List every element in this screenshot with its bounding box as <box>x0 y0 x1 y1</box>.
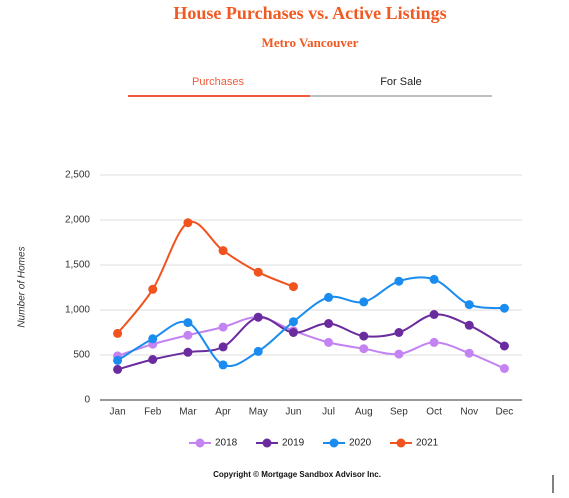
data-point <box>464 320 474 330</box>
data-point <box>394 349 404 359</box>
data-point <box>499 341 509 351</box>
data-point <box>288 282 298 292</box>
data-point <box>253 346 263 356</box>
data-point <box>113 364 123 374</box>
legend-label: 2020 <box>349 438 372 449</box>
data-point <box>148 334 158 344</box>
chart-title: House Purchases vs. Active Listings <box>173 3 446 23</box>
x-tick-label: Nov <box>460 407 478 418</box>
series-line <box>117 316 505 370</box>
data-point <box>218 246 228 256</box>
data-point <box>499 364 509 373</box>
y-tick-label: 2,500 <box>65 170 90 181</box>
tab-purchases[interactable]: Purchases <box>192 76 244 88</box>
legend-label: 2019 <box>282 438 305 449</box>
legend-marker <box>329 438 339 448</box>
data-point <box>148 355 158 364</box>
data-point <box>359 331 369 341</box>
y-axis-label: Number of Homes <box>17 246 28 327</box>
series-line <box>117 276 505 367</box>
data-point <box>113 355 123 365</box>
series-line <box>116 220 294 335</box>
x-tick-label: Jul <box>322 407 335 418</box>
y-tick-label: 500 <box>73 350 90 361</box>
y-tick-label: 0 <box>84 395 90 406</box>
legend-marker <box>396 438 406 448</box>
x-tick-label: Mar <box>179 407 197 418</box>
data-point <box>359 344 369 354</box>
x-tick-label: Jun <box>285 407 301 418</box>
data-point <box>288 328 298 337</box>
chart-subtitle: Metro Vancouver <box>262 35 359 50</box>
x-tick-label: Oct <box>426 407 442 418</box>
data-point <box>113 328 123 338</box>
data-point <box>324 319 334 328</box>
data-point <box>324 337 334 347</box>
x-tick-label: Feb <box>144 407 162 418</box>
data-point <box>324 292 334 302</box>
x-tick-label: Jan <box>110 407 126 418</box>
data-point <box>464 348 474 358</box>
data-point <box>394 328 404 337</box>
data-point <box>429 337 439 347</box>
data-point <box>394 276 404 286</box>
data-point <box>464 300 474 310</box>
legend-marker <box>195 438 205 448</box>
series-line <box>117 313 505 371</box>
legend-label: 2021 <box>416 438 439 449</box>
data-point <box>429 274 439 284</box>
data-point <box>148 284 158 294</box>
legend-label: 2018 <box>215 438 238 449</box>
data-point <box>499 303 509 313</box>
x-tick-label: Aug <box>355 407 373 418</box>
data-point <box>218 360 228 370</box>
data-point <box>359 297 369 307</box>
data-point <box>183 318 193 328</box>
x-tick-label: Dec <box>496 407 514 418</box>
x-tick-label: Apr <box>215 407 231 418</box>
tab-for-sale[interactable]: For Sale <box>380 76 422 88</box>
data-point <box>183 330 193 340</box>
y-tick-label: 1,000 <box>65 305 90 316</box>
copyright: Copyright © Mortgage Sandbox Advisor Inc… <box>213 470 381 479</box>
x-tick-label: May <box>249 407 268 418</box>
data-point <box>218 322 228 332</box>
data-point <box>183 218 193 228</box>
data-point <box>253 312 263 322</box>
x-tick-label: Sep <box>390 407 408 418</box>
y-tick-label: 2,000 <box>65 215 90 226</box>
y-tick-label: 1,500 <box>65 260 90 271</box>
data-point <box>183 347 193 357</box>
data-point <box>288 317 298 327</box>
data-point <box>429 310 439 319</box>
legend-marker <box>262 438 272 448</box>
data-point <box>253 267 263 277</box>
data-point <box>218 342 228 352</box>
